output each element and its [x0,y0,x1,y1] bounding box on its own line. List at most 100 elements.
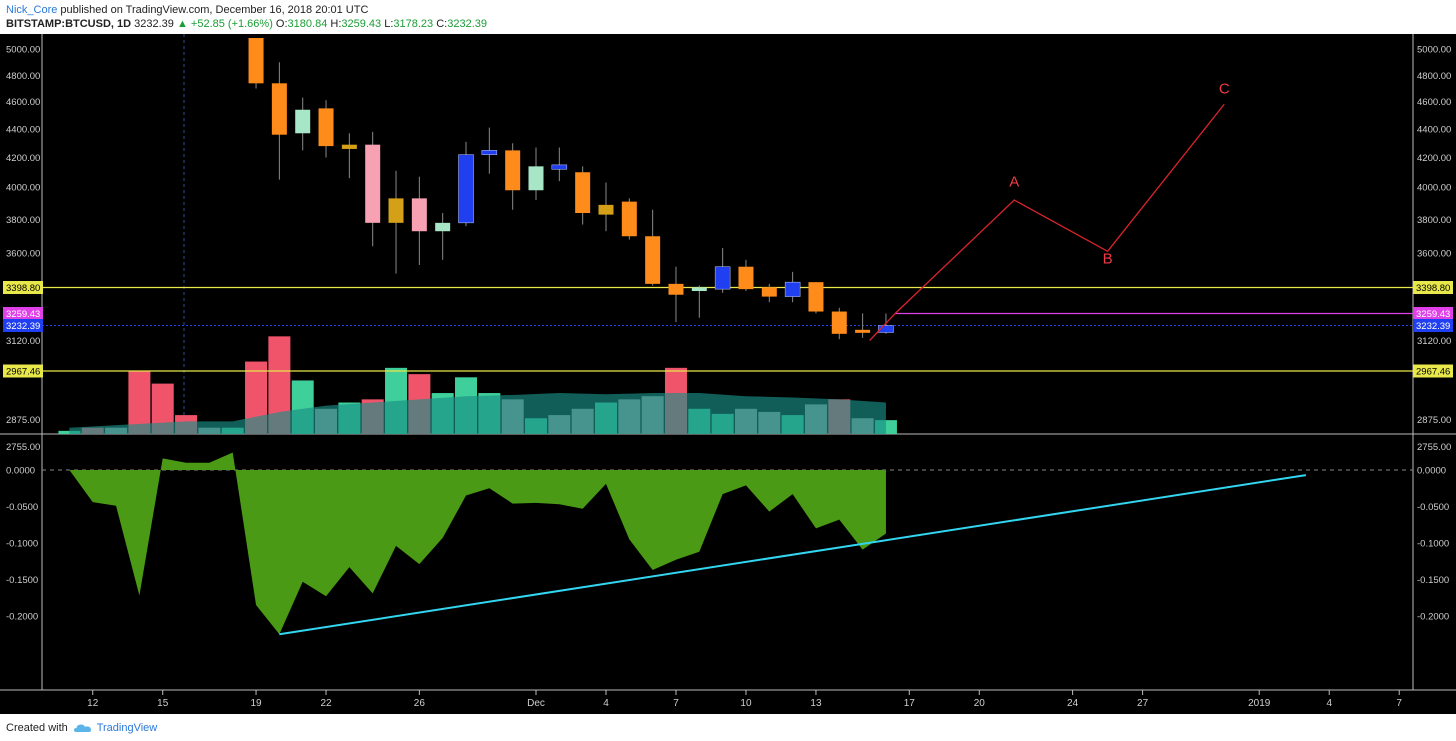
trading-chart[interactable]: A B C 5000.00 5000.00 4800.00 4800.00 4600.00 4… [0,34,1456,714]
price-tick-label-right: 2875.00 [1417,415,1451,426]
price-axes: 5000.00 5000.00 4800.00 4800.00 4600.00 4600.… [3,45,1453,623]
price-tick-label-left: 3600.00 [6,249,40,260]
wave-label: B [1103,250,1113,267]
time-tick-label: 15 [157,698,169,709]
candle-body [808,282,824,312]
candle-body [435,222,451,232]
candle-body [738,266,754,290]
abc-wave-path [869,103,1225,341]
created-with[interactable]: Created with TradingView [6,722,157,734]
volume-bars [58,336,897,434]
candle-body [761,287,777,297]
time-tick-label: 27 [1137,698,1149,709]
time-tick-label: 7 [673,698,679,709]
candle-body [481,150,498,155]
close-value: 3232.39 [447,18,487,30]
candle-body [365,144,381,223]
osc-tick-label-left: -0.1500 [6,575,38,586]
osc-tick-label-right: -0.2000 [1417,612,1449,623]
symbol-name: BITSTAMP:BTCUSD, 1D [6,18,132,30]
price-tick-label-left: 2755.00 [6,442,40,453]
price-tick-label-right: 3800.00 [1417,215,1451,226]
price-badge-text-left: 2967.46 [6,367,40,378]
candle-body [878,325,894,333]
price-badge-text-right: 3398.80 [1416,283,1450,294]
price-tick-label-left: 4400.00 [6,125,40,136]
publish-line: Nick_Core published on TradingView.com, … [6,4,368,16]
candle-body [668,283,684,295]
high-value: 3259.43 [341,18,382,30]
high-label: H: [330,18,342,30]
wave-label: C [1219,81,1230,98]
candle-body [505,150,521,191]
time-tick-label: 24 [1067,698,1079,709]
price-change: ▲ +52.85 (+1.66%) [176,18,273,30]
price-tick-label-left: 2875.00 [6,415,40,426]
open-label: O: [275,18,288,30]
time-tick-label: 22 [320,698,332,709]
time-axis: 12 15 19 22 26 Dec 4 7 10 13 17 20 24 27 2019 4 7 [87,690,1402,709]
osc-tick-label-right: -0.0500 [1417,502,1449,513]
oscillator-trendline [279,474,1307,636]
price-tick-label-right: 3600.00 [1417,249,1451,260]
price-candles [248,38,894,340]
oscillator-area [69,452,886,635]
candle-body [318,108,334,147]
price-badge-right [1413,319,1453,332]
candle-body [784,281,801,297]
price-tick-label-right: 2755.00 [1417,442,1451,453]
price-badge-right [1413,307,1453,320]
osc-tick-label-left: -0.1000 [6,539,38,550]
price-tick-label-right: 4000.00 [1417,183,1451,194]
chart-background [0,34,1456,714]
price-tick-label-left: 5000.00 [6,45,40,56]
price-tick-label-left: 3800.00 [6,215,40,226]
candle-body [575,172,591,213]
candle-body [295,109,311,134]
osc-tick-label-right: 0.0000 [1417,466,1446,477]
volume-bar [268,336,291,434]
candle-body [621,201,637,237]
tradingview-cloud-icon [73,724,91,733]
price-badge-left [3,364,43,378]
candle-body [528,166,544,191]
price-tick-label-left: 4200.00 [6,153,40,164]
price-tick-label-left: 4600.00 [6,97,40,108]
candle-body [831,311,847,334]
publish-header: Nick_Core published on TradingView.com, … [0,0,1456,34]
time-tick-label: 17 [904,698,916,709]
time-tick-label: 4 [603,698,609,709]
candle-body [271,83,287,135]
time-tick-label: 2019 [1248,698,1271,709]
price-tick-label-left: 4800.00 [6,71,40,82]
price-tick-label-right: 4400.00 [1417,125,1451,136]
footer: Created with TradingView [0,714,1456,741]
time-tick-label: 26 [414,698,426,709]
price-tick-label-right: 3120.00 [1417,336,1451,347]
price-tick-label-right: 4600.00 [1417,97,1451,108]
candle-body [411,198,427,232]
time-tick-label: 20 [974,698,986,709]
candle-body [691,287,707,292]
candle-body [248,38,264,84]
price-badge-text-right: 3232.39 [1416,321,1450,332]
volume-bar [128,371,151,434]
volume-bar [151,383,174,434]
candle-body [598,204,614,215]
time-tick-label: 19 [250,698,262,709]
time-tick-label: 12 [87,698,99,709]
price-tick-label-right: 4200.00 [1417,153,1451,164]
time-tick-label: Dec [527,698,545,709]
price-badge-text-left: 3232.39 [6,321,40,332]
price-badge-text-left: 3259.43 [6,309,40,320]
open-value: 3180.84 [287,18,328,30]
osc-tick-label-left: -0.2000 [6,612,38,623]
publish-info: published on TradingView.com, December 1… [60,4,369,16]
osc-tick-label-left: -0.0500 [6,502,38,513]
symbol-line: BITSTAMP:BTCUSD, 1D 3232.39 ▲ +52.85 (+1… [6,18,487,30]
oscillator-panel [42,452,1413,636]
close-label: C: [436,18,448,30]
price-badge-left [3,307,43,320]
author-link[interactable]: Nick_Core [6,4,58,16]
osc-tick-label-left: 0.0000 [6,466,35,477]
